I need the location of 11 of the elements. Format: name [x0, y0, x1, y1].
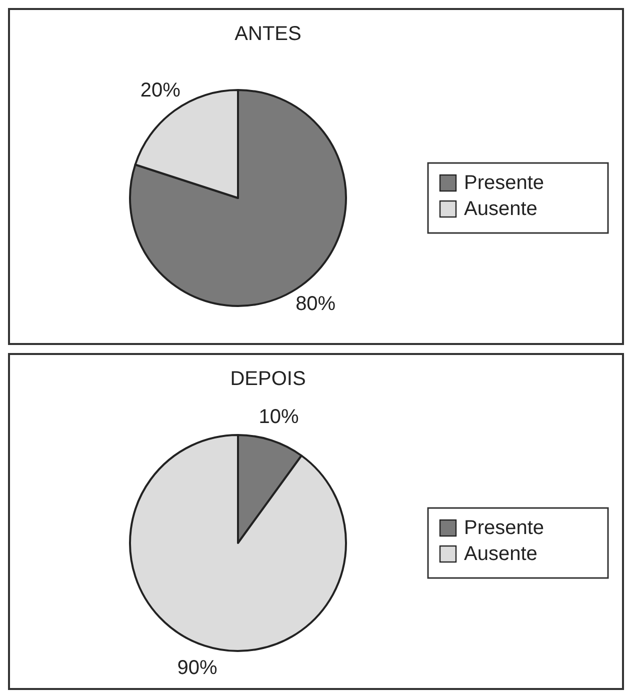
data-label: 10%: [258, 406, 300, 428]
legend-label: Presente: [464, 517, 544, 539]
legend-label: Ausente: [464, 543, 538, 565]
legend-label: Presente: [464, 172, 544, 194]
chart-title: DEPOIS: [230, 368, 306, 390]
pie-slice: [129, 434, 347, 652]
data-label: 20%: [140, 79, 181, 102]
data-label: 80%: [296, 293, 336, 316]
chart-title: ANTES: [234, 23, 302, 45]
data-label: 90%: [177, 656, 218, 679]
legend-label: Ausente: [464, 198, 538, 220]
